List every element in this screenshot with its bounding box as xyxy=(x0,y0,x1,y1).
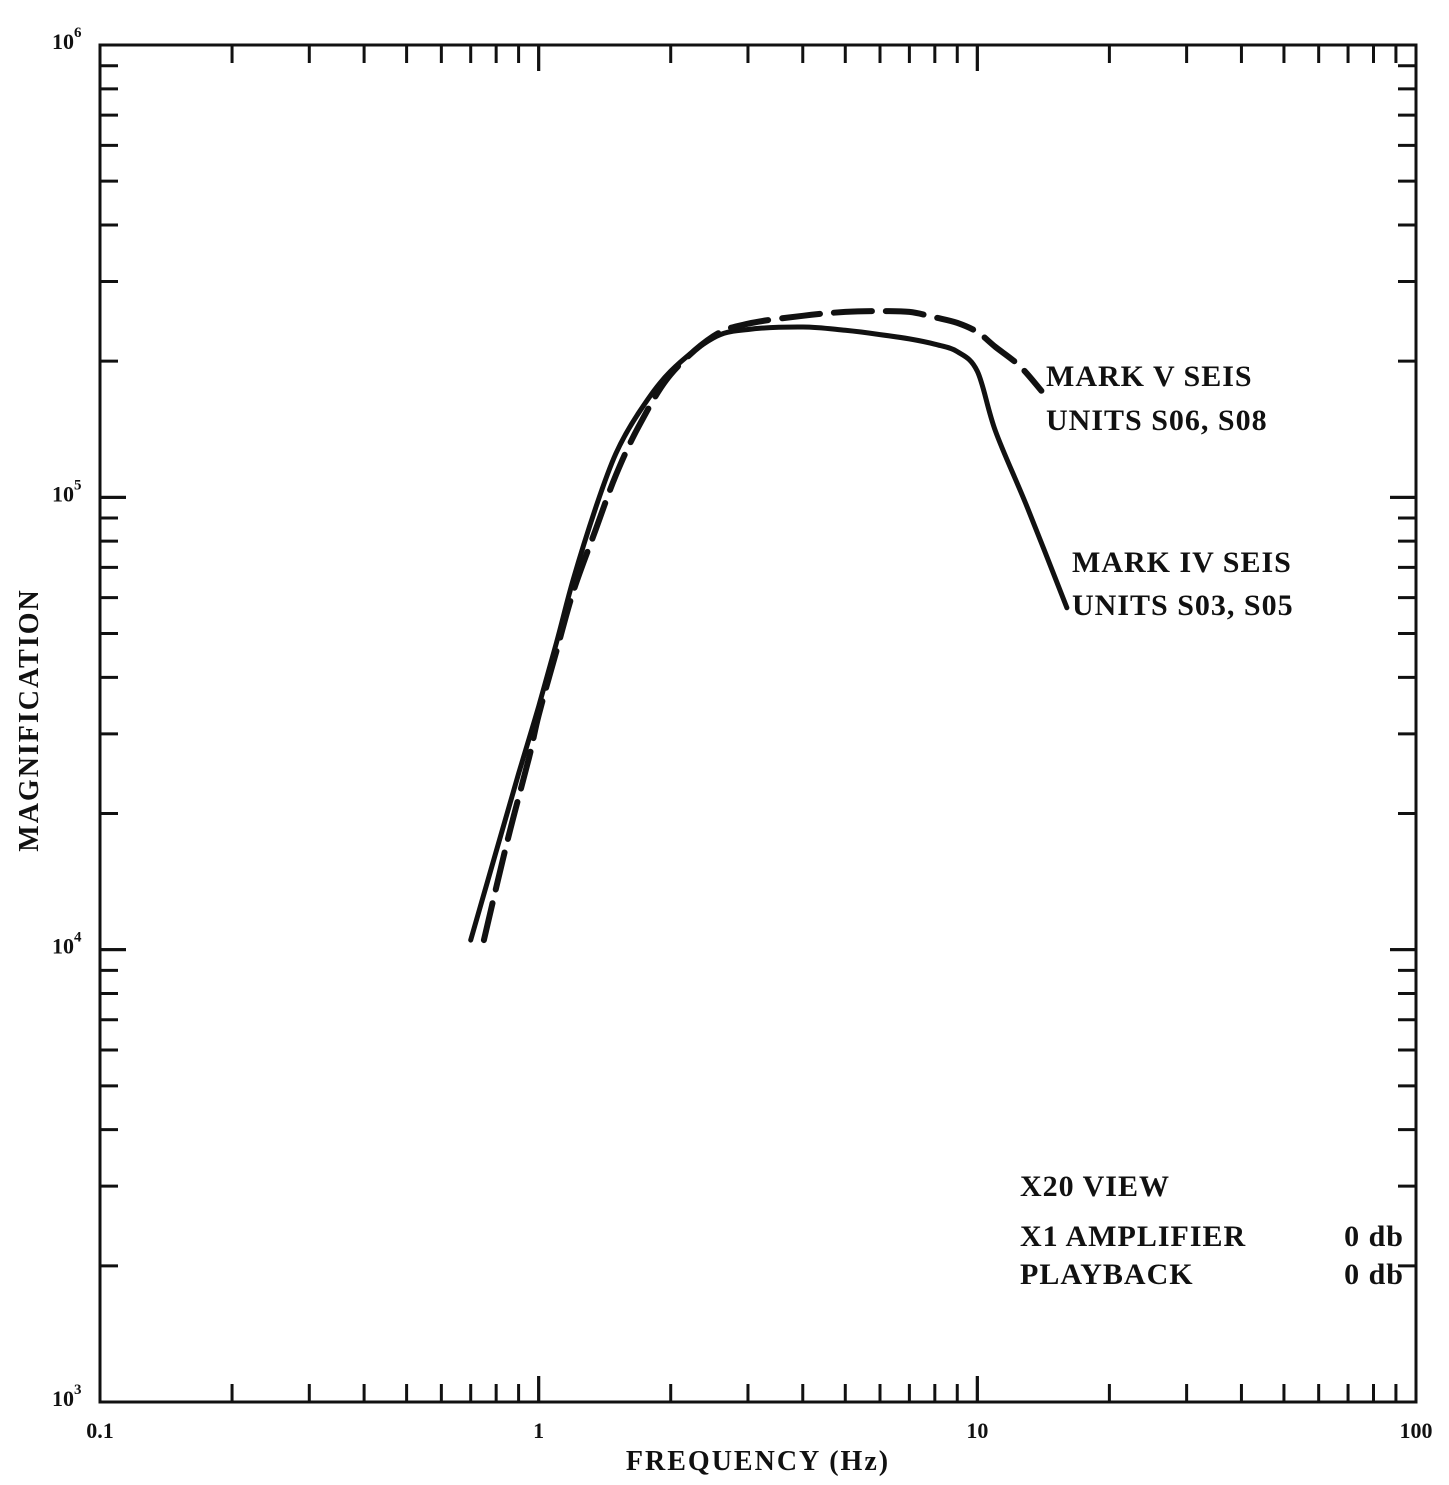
settings-notes: X20 VIEW X1 AMPLIFIER 0 db PLAYBACK 0 db xyxy=(1020,1170,1404,1291)
y-tick-label: 106 xyxy=(52,25,82,54)
note-amplifier: X1 AMPLIFIER xyxy=(1020,1220,1246,1253)
note-view: X20 VIEW xyxy=(1020,1170,1170,1203)
y-tick-label: 103 xyxy=(52,1382,82,1411)
tick-labels: 0.1 1 10 100 103 104 105 106 xyxy=(52,25,1433,1443)
mark-iv-label: MARK IV SEIS UNITS S03, S05 xyxy=(1072,546,1294,622)
x-tick-label: 0.1 xyxy=(86,1418,114,1443)
y-axis-title: MAGNIFICATION xyxy=(14,588,45,851)
mark-iv-solid-line xyxy=(468,324,1070,943)
y-tick-label: 104 xyxy=(52,930,82,959)
note-playback-value: 0 db xyxy=(1344,1258,1404,1291)
axis-ticks xyxy=(100,45,1416,1402)
note-amplifier-value: 0 db xyxy=(1344,1220,1404,1253)
mark-v-label-line2: UNITS S06, S08 xyxy=(1046,404,1268,437)
mark-v-label: MARK V SEIS UNITS S06, S08 xyxy=(1046,360,1268,437)
x-axis-title: FREQUENCY (Hz) xyxy=(626,1446,890,1477)
series-lines xyxy=(468,308,1070,944)
mark-iv-label-line2: UNITS S03, S05 xyxy=(1072,589,1294,622)
mark-v-label-line1: MARK V SEIS xyxy=(1046,360,1253,393)
x-tick-label: 1 xyxy=(533,1418,544,1443)
plot-frame xyxy=(98,43,1418,1404)
mark-v-dashed-line xyxy=(480,308,1045,944)
mark-iv-label-line1: MARK IV SEIS xyxy=(1072,546,1292,579)
note-playback: PLAYBACK xyxy=(1020,1258,1194,1291)
x-tick-label: 10 xyxy=(966,1418,988,1443)
x-tick-label: 100 xyxy=(1400,1418,1433,1443)
y-tick-label: 105 xyxy=(52,477,82,506)
